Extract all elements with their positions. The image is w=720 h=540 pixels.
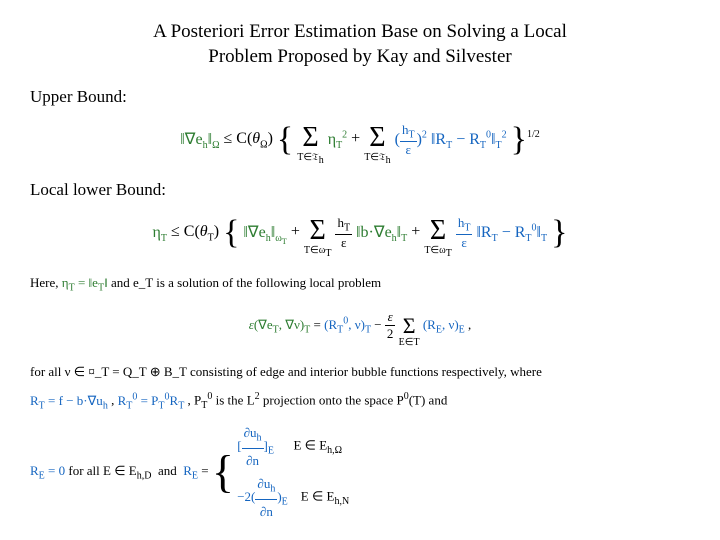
explanation-3: RT = f − b·∇uh , RT0 = PT0RT , PT0 is th… [30, 389, 690, 413]
para1-pre: Here, [30, 275, 62, 290]
local-problem-formula: ε(∇eT, ∇ν)T = (RT0, ν)T − ε2 ΣE∈T (RE, ν… [30, 304, 690, 348]
title-line-2: Problem Proposed by Kay and Silvester [208, 46, 511, 67]
explanation-2: for all ν ∈ ¤_T = Q_T ⊕ B_T consisting o… [30, 362, 690, 382]
title-line-1: A Posteriori Error Estimation Base on So… [153, 21, 567, 42]
upper-bound-formula: ‖∇eh‖Ω ≤ C(θΩ) { ΣT∈𝔗h ηT2 + ΣT∈𝔗h (hTε)… [30, 113, 690, 166]
lower-bound-formula: ηT ≤ C(θT) { ‖∇eh‖ωT + ΣT∈ωT hTε ‖b·∇eh‖… [30, 206, 690, 259]
explanation-1: Here, ηT = ‖eT‖ and e_T is a solution of… [30, 273, 690, 296]
upper-bound-label: Upper Bound: [30, 87, 690, 107]
para1-post: and e_T is a solution of the following l… [111, 275, 381, 290]
slide-title: A Posteriori Error Estimation Base on So… [30, 20, 690, 69]
explanation-4: RE = 0 for all E ∈ Eh,D and RE = { [∂uh∂… [30, 421, 690, 523]
lower-bound-label: Local lower Bound: [30, 180, 690, 200]
